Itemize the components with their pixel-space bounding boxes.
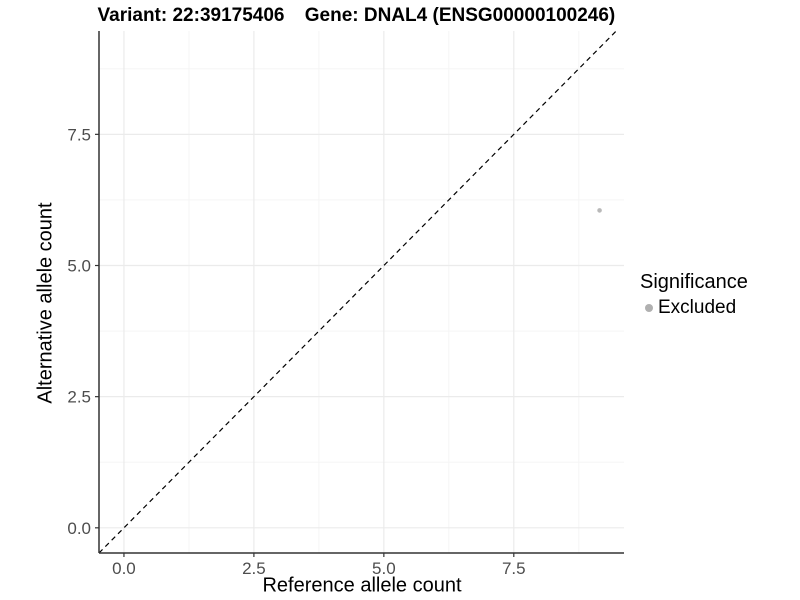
data-point	[597, 208, 602, 213]
legend-key-dot-icon	[645, 304, 653, 312]
x-tick-label: 5.0	[372, 559, 396, 578]
x-tick-label: 2.5	[242, 559, 266, 578]
y-tick-label: 2.5	[67, 388, 91, 407]
y-tick-label: 5.0	[67, 257, 91, 276]
legend-title: Significance	[640, 271, 748, 293]
x-tick-label: 7.5	[502, 559, 526, 578]
y-tick-label: 0.0	[67, 519, 91, 538]
legend-entry-excluded: Excluded	[645, 297, 748, 319]
y-axis-title: Alternative allele count	[34, 202, 57, 404]
plot-title-variant: Variant: 22:39175406	[97, 5, 285, 26]
identity-dashed-line	[98, 30, 617, 554]
x-axis-title: Reference allele count	[262, 574, 462, 597]
legend-entry-label: Excluded	[658, 297, 737, 318]
legend: Significance Excluded	[640, 270, 748, 319]
plot-title-gene: Gene: DNAL4 (ENSG00000100246)	[304, 5, 616, 26]
x-tick-label: 0.0	[112, 559, 136, 578]
y-tick-label: 7.5	[67, 125, 91, 144]
